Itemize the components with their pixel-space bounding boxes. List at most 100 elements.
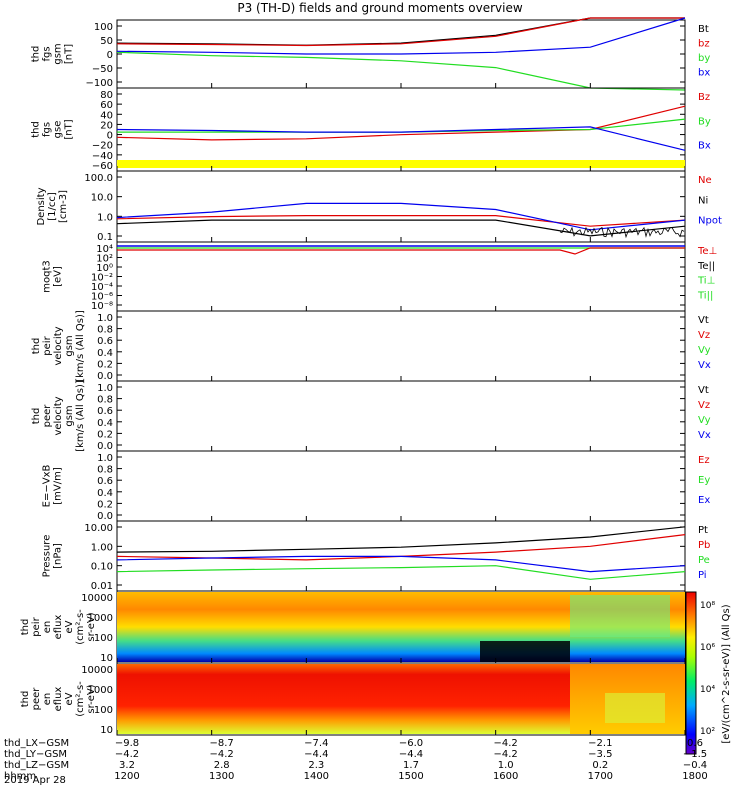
legend-vx: Vx [698,360,711,371]
axis-row-value: −8.7 [210,738,234,749]
y-axis-label: eflux [53,615,64,640]
y-tick-label: 10 [100,653,113,664]
legend-ne: Ne [698,175,712,186]
x-axis-annotation: thd_LX−GSM −9.8 −8.7 −7.4 −6.0 −4.2 −2.1 0.6 thd… [4,738,708,782]
traces [116,526,686,580]
y-tick-label: −100 [86,78,113,89]
y-axis-label: fgs [42,46,53,61]
legend-ti⊥: Ti⊥ [697,276,715,287]
y-tick-label: 0.6 [97,476,113,487]
y-axis-label: eV [64,692,75,705]
legend-bz: bz [698,39,710,50]
traces [116,17,686,91]
axis-row-value: 2.3 [308,760,324,771]
axis-row-value: −9.8 [115,738,139,749]
y-tick-label: 10.0 [91,193,113,204]
axis-row-value: −6.0 [399,738,423,749]
legend-ti||: Ti|| [697,290,713,301]
y-tick-label: 100 [94,633,113,644]
axis-row-value: −3.5 [588,749,612,760]
legend-pi: Pi [698,570,707,581]
legend-te||: Te|| [697,261,715,272]
axis-row-label: thd_LX−GSM [4,738,69,749]
y-axis-label: velocity [53,396,64,435]
legend-vz: Vz [698,330,710,341]
series-bz [116,17,685,47]
y-tick-label: −20 [92,141,113,152]
panel-peir-velocity: 1.00.80.60.40.20.0 thd peir velocity gsm [km/… [31,310,711,382]
y-axis-label: sr-eV) [86,684,97,713]
y-axis-label: (cm²-s- [75,681,86,717]
legend-npot: Npot [698,216,722,227]
axis-row-value: 1500 [398,771,423,782]
y-axis-label: E=−VxB [42,465,53,508]
axis-row-value: 1.0 [498,760,514,771]
y-tick-label: 1000 [88,613,113,624]
y-tick-label: 0.0 [97,441,113,452]
legend-pe: Pe [698,555,710,566]
panel-peer-velocity: 1.00.80.60.40.20.0 thd peer velocity gsm [km/… [31,380,711,452]
y-tick-label: 10⁴ [96,244,113,255]
y-tick-label: 1.0 [97,383,113,394]
colorbar-label: [eV/(cm^2-s-sr-eV)] (All Qs) [721,604,732,743]
y-tick-label: 20 [100,120,113,131]
legend-bz: Bz [698,92,710,103]
colorbar-tick-label: 10⁶ [700,643,715,653]
colorbar-ticks: 10⁸ 10⁶ 10⁴ 10² [700,601,715,737]
series-ni [116,219,686,237]
axis-row-value: 1200 [114,771,139,782]
y-tick-label: 0.01 [91,581,113,592]
y-axis-label: gsm [64,335,75,356]
y-tick-label: 10⁰ [96,263,113,274]
y-tick-label: −50 [92,64,113,75]
axis-row-value: −4.4 [304,749,328,760]
y-tick-label: 0.2 [97,499,113,510]
series-pe [116,565,686,580]
axis-row-value: −7.4 [304,738,328,749]
legend-ez: Ez [698,455,710,466]
panel-frame [116,450,686,522]
y-axis-label: (cm²-s- [75,609,86,645]
legend-ni: Ni [698,195,708,206]
y-tick-label: 0.0 [97,511,113,522]
y-tick-label: 1.0 [97,212,113,223]
panel-frame [116,380,686,452]
y-tick-label: −40 [92,151,113,162]
axis-row-value: −4.2 [115,749,139,760]
y-axis-label: en [42,693,53,706]
y-axis-label: thd [20,619,31,636]
axis-row-value: 1700 [588,771,613,782]
series-ne [116,215,686,227]
y-tick-label: 0.10 [91,562,113,573]
y-axis-label: gsm [64,405,75,426]
y-axis-label: gse [53,121,64,139]
y-tick-label: 100 [94,22,113,33]
y-tick-label: 100.0 [84,173,113,184]
y-tick-label: 0.4 [97,488,113,499]
axis-row-value: −4.2 [494,749,518,760]
legend-bt: Bt [698,24,709,35]
legend-bx: bx [698,68,710,79]
legend-vz: Vz [698,400,710,411]
y-tick-label: 0.6 [97,336,113,347]
y-axis-label: velocity [53,326,64,365]
density-noise [559,226,685,239]
panel-pressure: 10.00 1.00 0.10 0.01 Pressure [nPa] Pt Pb Pe Pi [42,520,710,592]
series-bx [116,126,686,151]
traces [116,105,686,151]
panel-efield: 1.00.80.60.40.20.0 E=−VxB [mV/m] Ez Ey Ex [42,450,710,522]
axis-row-value: 3.2 [119,760,135,771]
series-te [117,247,685,255]
y-tick-label: 0.6 [97,406,113,417]
y-axis-label: thd [31,408,42,425]
legend-vx: Vx [698,430,711,441]
legend-vy: Vy [698,345,711,356]
colorbar-scale [685,591,697,755]
y-tick-label: 10⁻⁸ [91,301,113,312]
axis-row-value: −4.4 [399,749,423,760]
series-bz [116,105,686,141]
axis-row-value: −2.1 [588,738,612,749]
colorbar: 10⁸ 10⁶ 10⁴ 10² [eV/(cm^2-s-sr-eV)] (All Qs… [685,591,732,755]
axis-row-value: −0.4 [683,760,707,771]
